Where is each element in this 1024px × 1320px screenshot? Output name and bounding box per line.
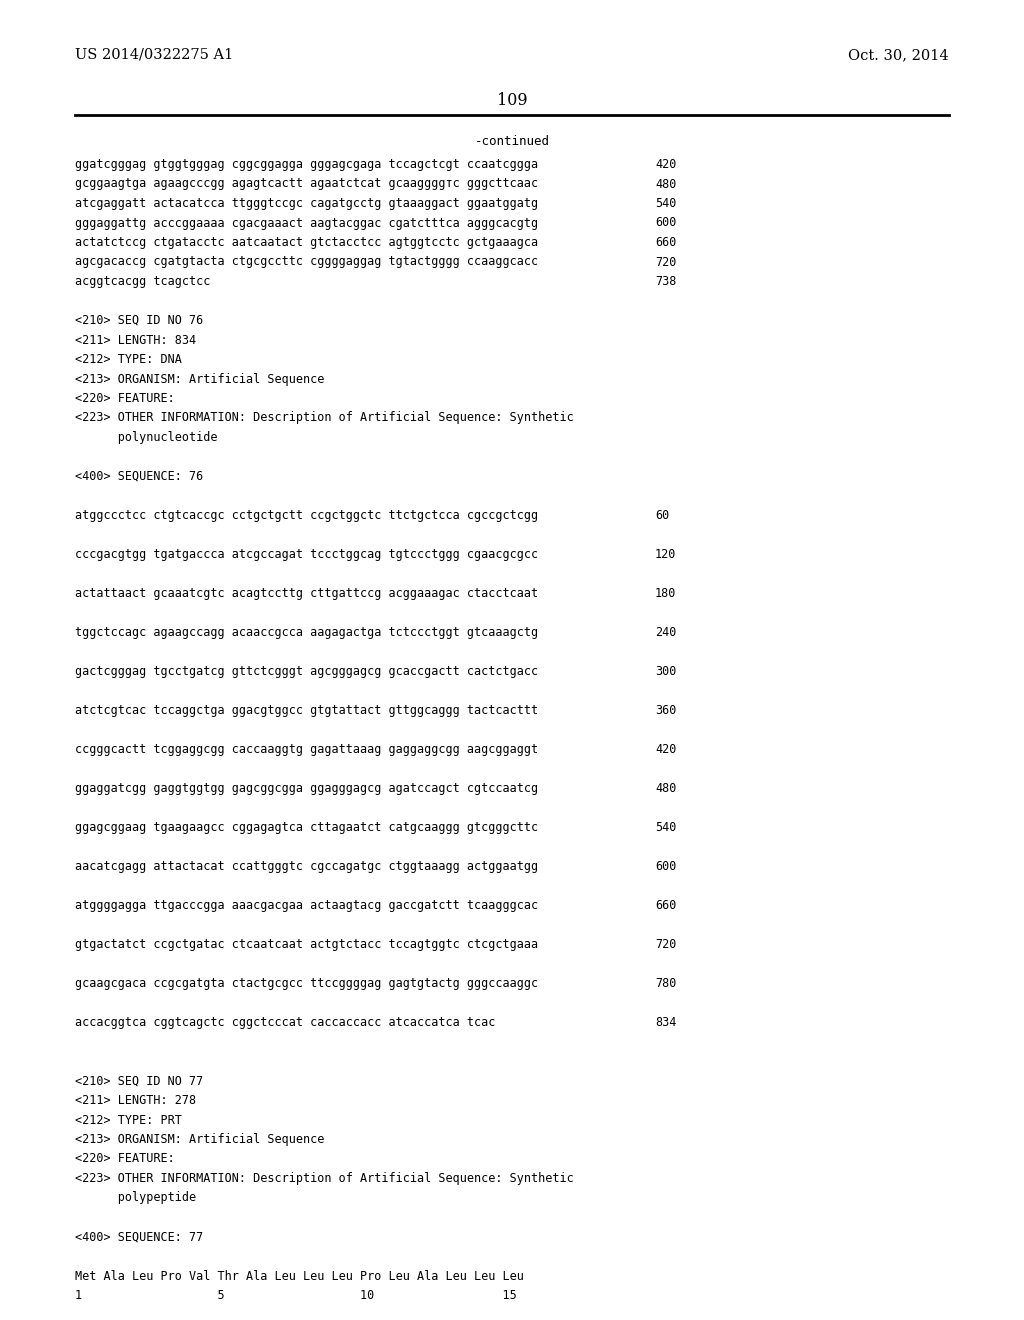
Text: ggaggatcgg gaggtggtgg gagcggcgga ggagggagcg agatccagct cgtccaatcg: ggaggatcgg gaggtggtgg gagcggcgga ggaggga…: [75, 781, 539, 795]
Text: ggagcggaag tgaagaagcc cggagagtca cttagaatct catgcaaggg gtcgggcttc: ggagcggaag tgaagaagcc cggagagtca cttagaa…: [75, 821, 539, 834]
Text: 738: 738: [655, 275, 677, 288]
Text: atggccctcc ctgtcaccgc cctgctgctt ccgctggctc ttctgctcca cgccgctcgg: atggccctcc ctgtcaccgc cctgctgctt ccgctgg…: [75, 510, 539, 521]
Text: polynucleotide: polynucleotide: [75, 432, 217, 444]
Text: actattaact gcaaatcgtc acagtccttg cttgattccg acggaaagac ctacctcaat: actattaact gcaaatcgtc acagtccttg cttgatt…: [75, 587, 539, 601]
Text: 540: 540: [655, 821, 677, 834]
Text: <400> SEQUENCE: 76: <400> SEQUENCE: 76: [75, 470, 203, 483]
Text: atcgaggatt actacatcca ttgggtccgc cagatgcctg gtaaaggact ggaatggatg: atcgaggatt actacatcca ttgggtccgc cagatgc…: [75, 197, 539, 210]
Text: 420: 420: [655, 158, 677, 172]
Text: ccgggcactt tcggaggcgg caccaaggtg gagattaaag gaggaggcgg aagcggaggt: ccgggcactt tcggaggcgg caccaaggtg gagatta…: [75, 743, 539, 756]
Text: 834: 834: [655, 1016, 677, 1030]
Text: <211> LENGTH: 834: <211> LENGTH: 834: [75, 334, 197, 346]
Text: <213> ORGANISM: Artificial Sequence: <213> ORGANISM: Artificial Sequence: [75, 372, 325, 385]
Text: gggaggattg acccggaaaa cgacgaaact aagtacggac cgatctttca agggcacgtg: gggaggattg acccggaaaa cgacgaaact aagtacg…: [75, 216, 539, 230]
Text: <220> FEATURE:: <220> FEATURE:: [75, 1152, 175, 1166]
Text: 720: 720: [655, 939, 677, 950]
Text: <210> SEQ ID NO 77: <210> SEQ ID NO 77: [75, 1074, 203, 1088]
Text: gactcgggag tgcctgatcg gttctcgggt agcgggagcg gcaccgactt cactctgacc: gactcgggag tgcctgatcg gttctcgggt agcggga…: [75, 665, 539, 678]
Text: 660: 660: [655, 236, 677, 249]
Text: <212> TYPE: PRT: <212> TYPE: PRT: [75, 1114, 182, 1126]
Text: gcaagcgaca ccgcgatgta ctactgcgcc ttccggggag gagtgtactg gggccaaggc: gcaagcgaca ccgcgatgta ctactgcgcc ttccggg…: [75, 977, 539, 990]
Text: 109: 109: [497, 92, 527, 110]
Text: polypeptide: polypeptide: [75, 1192, 197, 1204]
Text: ggatcgggag gtggtgggag cggcggagga gggagcgaga tccagctcgt ccaatcggga: ggatcgggag gtggtgggag cggcggagga gggagcg…: [75, 158, 539, 172]
Text: actatctccg ctgatacctc aatcaatact gtctacctcc agtggtcctc gctgaaagca: actatctccg ctgatacctc aatcaatact gtctacc…: [75, 236, 539, 249]
Text: 180: 180: [655, 587, 677, 601]
Text: 600: 600: [655, 861, 677, 873]
Text: 300: 300: [655, 665, 677, 678]
Text: 720: 720: [655, 256, 677, 268]
Text: Oct. 30, 2014: Oct. 30, 2014: [848, 48, 949, 62]
Text: agcgacaccg cgatgtacta ctgcgccttc cggggaggag tgtactgggg ccaaggcacc: agcgacaccg cgatgtacta ctgcgccttc cggggag…: [75, 256, 539, 268]
Text: 1                   5                   10                  15: 1 5 10 15: [75, 1290, 517, 1302]
Text: gtgactatct ccgctgatac ctcaatcaat actgtctacc tccagtggtc ctcgctgaaa: gtgactatct ccgctgatac ctcaatcaat actgtct…: [75, 939, 539, 950]
Text: 240: 240: [655, 626, 677, 639]
Text: <213> ORGANISM: Artificial Sequence: <213> ORGANISM: Artificial Sequence: [75, 1133, 325, 1146]
Text: 360: 360: [655, 704, 677, 717]
Text: <223> OTHER INFORMATION: Description of Artificial Sequence: Synthetic: <223> OTHER INFORMATION: Description of …: [75, 412, 573, 425]
Text: tggctccagc agaagccagg acaaccgcca aagagactga tctccctggt gtcaaagctg: tggctccagc agaagccagg acaaccgcca aagagac…: [75, 626, 539, 639]
Text: 480: 480: [655, 781, 677, 795]
Text: <210> SEQ ID NO 76: <210> SEQ ID NO 76: [75, 314, 203, 327]
Text: <223> OTHER INFORMATION: Description of Artificial Sequence: Synthetic: <223> OTHER INFORMATION: Description of …: [75, 1172, 573, 1185]
Text: 600: 600: [655, 216, 677, 230]
Text: acggtcacgg tcagctcc: acggtcacgg tcagctcc: [75, 275, 210, 288]
Text: 660: 660: [655, 899, 677, 912]
Text: <212> TYPE: DNA: <212> TYPE: DNA: [75, 352, 182, 366]
Text: Met Ala Leu Pro Val Thr Ala Leu Leu Leu Pro Leu Ala Leu Leu Leu: Met Ala Leu Pro Val Thr Ala Leu Leu Leu …: [75, 1270, 524, 1283]
Text: 480: 480: [655, 177, 677, 190]
Text: US 2014/0322275 A1: US 2014/0322275 A1: [75, 48, 233, 62]
Text: gcggaagtga agaagcccgg agagtcactt agaatctcat gcaaggggтс gggcttcaac: gcggaagtga agaagcccgg agagtcactt agaatct…: [75, 177, 539, 190]
Text: 780: 780: [655, 977, 677, 990]
Text: <220> FEATURE:: <220> FEATURE:: [75, 392, 175, 405]
Text: atggggagga ttgacccgga aaacgacgaa actaagtacg gaccgatctt tcaagggcac: atggggagga ttgacccgga aaacgacgaa actaagt…: [75, 899, 539, 912]
Text: 120: 120: [655, 548, 677, 561]
Text: <211> LENGTH: 278: <211> LENGTH: 278: [75, 1094, 197, 1107]
Text: -continued: -continued: [474, 135, 550, 148]
Text: 60: 60: [655, 510, 670, 521]
Text: aacatcgagg attactacat ccattgggtc cgccagatgc ctggtaaagg actggaatgg: aacatcgagg attactacat ccattgggtc cgccaga…: [75, 861, 539, 873]
Text: accacggtca cggtcagctc cggctcccat caccaccacc atcaccatca tcac: accacggtca cggtcagctc cggctcccat caccacc…: [75, 1016, 496, 1030]
Text: 420: 420: [655, 743, 677, 756]
Text: 540: 540: [655, 197, 677, 210]
Text: <400> SEQUENCE: 77: <400> SEQUENCE: 77: [75, 1230, 203, 1243]
Text: atctcgtcac tccaggctga ggacgtggcc gtgtattact gttggcaggg tactcacttt: atctcgtcac tccaggctga ggacgtggcc gtgtatt…: [75, 704, 539, 717]
Text: cccgacgtgg tgatgaccca atcgccagat tccctggcag tgtccctggg cgaacgcgcc: cccgacgtgg tgatgaccca atcgccagat tccctgg…: [75, 548, 539, 561]
